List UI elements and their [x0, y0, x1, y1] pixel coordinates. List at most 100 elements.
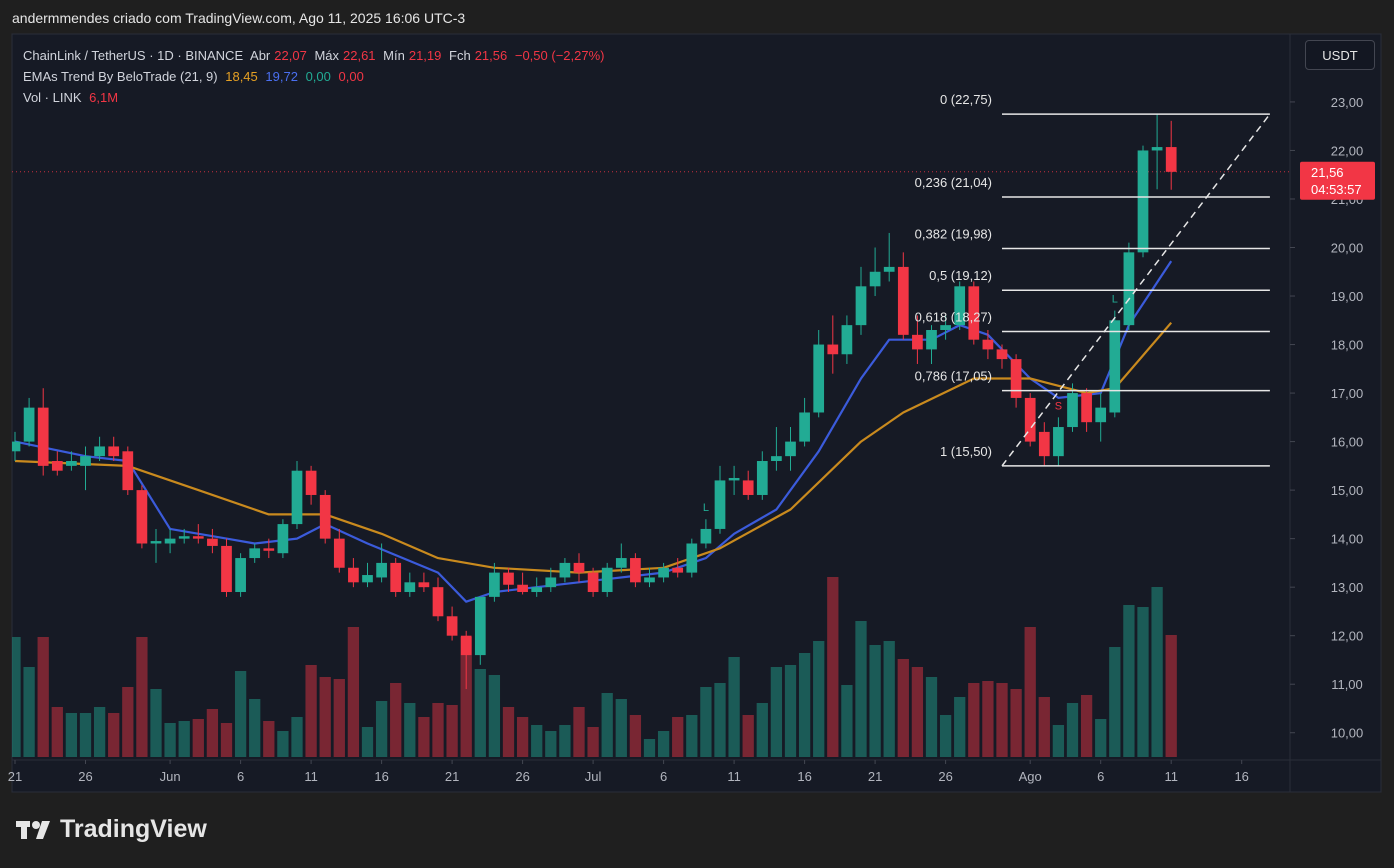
ohlc-label: Mín — [383, 48, 405, 63]
volume-bar — [375, 701, 388, 757]
volume-bar — [1095, 719, 1107, 757]
volume-bar — [728, 657, 740, 757]
volume-name: Vol · LINK — [23, 90, 82, 105]
x-tick-label: 26 — [938, 769, 952, 784]
volume-bar — [220, 723, 233, 757]
price-badge — [1300, 161, 1375, 200]
candle-body — [1024, 397, 1036, 442]
candle-body — [756, 461, 768, 495]
volume-bar — [629, 715, 642, 757]
legend-row: Vol · LINK 6,1M — [23, 87, 608, 108]
volume-bar — [770, 667, 783, 757]
candle-body — [319, 494, 331, 539]
volume-bar — [65, 713, 78, 757]
volume-bar — [643, 739, 656, 757]
volume-bar — [361, 727, 374, 757]
candle-body — [1151, 147, 1163, 151]
candle-body — [333, 538, 345, 568]
candle-body — [615, 558, 627, 568]
candle-body — [573, 562, 585, 573]
candle-body — [630, 558, 641, 583]
y-tick-label: 17,00 — [1331, 386, 1364, 401]
candle-body — [912, 334, 923, 350]
candle-body — [122, 451, 134, 491]
candle-body — [432, 587, 444, 617]
y-tick-label: 20,00 — [1331, 241, 1364, 256]
candle-body — [446, 616, 458, 636]
candle-body — [827, 344, 839, 355]
plot: L S L 0 (22,75) 0,236 (21,04) 0,382 (19,98) 0,… — [12, 92, 1290, 757]
countdown: 04:53:57 — [1311, 182, 1362, 197]
signal: L — [1112, 294, 1118, 306]
currency-button[interactable]: USDT — [1305, 40, 1375, 70]
volume-bar — [347, 627, 360, 757]
candle-body — [503, 572, 514, 585]
x-tick-label: 21 — [868, 769, 882, 784]
indicator-value: 0,00 — [338, 69, 364, 84]
logo — [16, 821, 50, 839]
ohlc-label: Abr — [250, 48, 271, 63]
candle-body — [80, 456, 91, 466]
volume-bar — [192, 719, 204, 757]
candle-body — [12, 441, 21, 452]
x-tick-label: 16 — [374, 769, 388, 784]
candle-body — [150, 541, 162, 544]
volume-bar — [827, 577, 839, 757]
y-tick-label: 22,00 — [1331, 143, 1364, 158]
candle-body — [1095, 407, 1107, 423]
candle-body — [1081, 393, 1092, 423]
volume-bar — [333, 679, 345, 757]
price-badge-label: 21,56 — [1311, 165, 1344, 180]
volume-bar — [911, 667, 924, 757]
x-tick-label: 6 — [1097, 769, 1104, 784]
candle-body — [813, 344, 825, 413]
candle-body — [136, 490, 148, 544]
volume-bar — [418, 717, 430, 757]
volume-bar — [291, 717, 303, 757]
fib-label: 0,236 (21,04) — [915, 175, 992, 190]
y-tick-label: 16,00 — [1331, 435, 1364, 450]
volume-bar — [1080, 695, 1093, 757]
candle-body — [545, 577, 557, 588]
volume-bar — [756, 703, 768, 757]
candle-body — [207, 538, 218, 546]
volume-bar — [502, 707, 515, 757]
volume-bar — [813, 641, 825, 757]
candle-body — [601, 567, 613, 593]
candle-body — [799, 412, 810, 442]
candle-body — [305, 470, 317, 495]
candle-body — [1137, 150, 1149, 253]
candle-body — [517, 584, 528, 593]
volume-bar — [982, 681, 994, 757]
candle-body — [785, 441, 796, 457]
volume-value: 6,1M — [89, 90, 119, 105]
volume-bar — [587, 727, 599, 757]
volume-bar — [164, 723, 176, 757]
volume-bar — [93, 707, 106, 757]
volume-bar — [1052, 725, 1065, 757]
candle-body — [489, 572, 500, 597]
candle-body — [926, 329, 937, 350]
candle-body — [841, 325, 853, 355]
candle-body — [66, 461, 77, 466]
candle-body — [37, 407, 49, 466]
candle-body — [742, 480, 754, 495]
candle-body — [277, 524, 289, 554]
candle-body — [531, 587, 543, 593]
candle-body — [897, 266, 909, 335]
change: −0,50 (−2,27%) — [514, 48, 605, 63]
volume-bar — [1038, 697, 1050, 757]
indicator: EMAs Trend By BeloTrade (21, 9) — [23, 69, 218, 84]
y-tick-label: 11,00 — [1331, 677, 1363, 692]
candle-body — [644, 577, 655, 583]
candle-body — [1053, 427, 1064, 457]
volume-bar — [559, 725, 571, 757]
candle-body — [51, 461, 63, 471]
volume-bar — [390, 683, 402, 757]
candle-body — [291, 470, 303, 525]
volume-bar — [784, 665, 797, 757]
volume-bar — [79, 713, 92, 757]
x-tick-label: 26 — [78, 769, 92, 784]
volume-bar — [1151, 587, 1163, 757]
